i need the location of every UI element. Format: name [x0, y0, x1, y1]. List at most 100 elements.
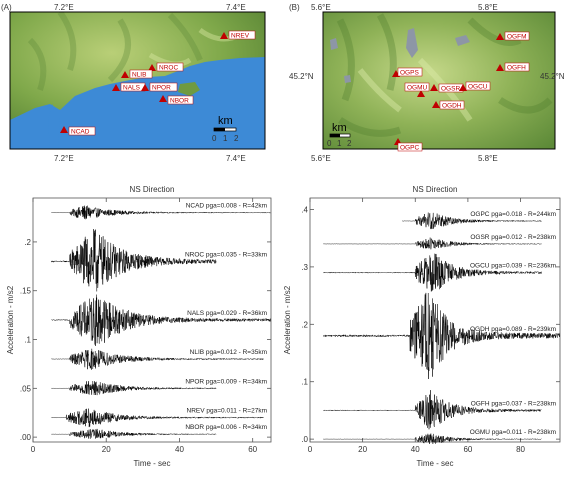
map-a-scale-bar: km 0 1 2: [212, 115, 239, 143]
scale-tick: 1: [337, 139, 342, 148]
chart-title: NS Direction: [130, 185, 175, 194]
x-tick-label: 20: [358, 445, 367, 454]
trace-ogdh: [323, 292, 561, 380]
map-a-bottom-left-coord: 7.2°E: [54, 154, 74, 163]
trace-nrev: [51, 408, 264, 428]
scale-tick: 1: [223, 134, 228, 143]
y-tick-label: .2: [301, 320, 308, 329]
map-a-panel-label: (A): [1, 3, 12, 12]
y-tick-label: .3: [301, 263, 308, 272]
map-a-frame: [9, 11, 266, 150]
map-b-bottom-left-coord: 5.6°E: [311, 154, 331, 163]
station-label: NROC: [159, 65, 178, 72]
trace-nals: [51, 294, 272, 346]
chart-title: NS Direction: [413, 185, 458, 194]
trace-ogcu: [322, 253, 542, 292]
scale-tick: 0: [212, 134, 217, 143]
trace-ogfh: [323, 390, 542, 430]
x-tick-label: 40: [411, 445, 420, 454]
station-marker: OGFM: [496, 31, 530, 41]
trace-nbor: [51, 428, 217, 439]
y-tick-label: .4: [301, 205, 308, 214]
station-label: OGDH: [442, 103, 462, 110]
station-marker: NROC: [148, 62, 184, 72]
map-b-bottom-right-coord: 5.8°E: [478, 154, 498, 163]
map-b-top-right-coord: 5.8°E: [478, 3, 498, 12]
trace-label: NCAD pga=0.008 - R=42km: [186, 203, 267, 210]
scale-tick: 2: [234, 134, 239, 143]
station-label: NREV: [231, 33, 250, 40]
trace-label: NPOR pga=0.009 - R=34km: [185, 378, 267, 385]
x-tick-label: 20: [102, 445, 111, 454]
station-label: NLIB: [132, 72, 146, 79]
scale-tick: 0: [327, 139, 332, 148]
station-marker: OGCU: [459, 81, 491, 91]
trace-ncad: [51, 205, 271, 220]
station-marker: OGFH: [496, 62, 530, 72]
map-b-left-lat-coord: 45.2°N: [289, 72, 314, 81]
map-b-top-left-coord: 5.6°E: [311, 3, 331, 12]
y-tick-label: .05: [20, 384, 32, 393]
station-marker: OGPC: [394, 138, 423, 152]
trace-npor: [51, 380, 217, 396]
x-tick-label: 80: [516, 445, 525, 454]
station-marker: NLIB: [121, 69, 153, 79]
station-label: OGCU: [468, 84, 488, 91]
map-b: (B) 5.6°E 5.8°E OGFM OGFH: [289, 3, 565, 163]
trace-ogmu: [323, 433, 542, 445]
map-b-right-lat-coord: 45.2°N: [540, 72, 565, 81]
x-axis-label: Time - sec: [133, 459, 170, 468]
station-marker: OGDH: [432, 100, 465, 110]
y-tick-label: .00: [20, 433, 32, 442]
map-b-urban-area: [330, 38, 338, 50]
x-tick-label: 60: [463, 445, 472, 454]
y-tick-label: .0: [301, 435, 308, 444]
map-a-top-left-coord: 7.2°E: [54, 3, 74, 12]
trace-nroc: [51, 229, 217, 292]
map-b-panel-label: (B): [289, 3, 300, 12]
trace-ogsr: [323, 237, 542, 250]
x-tick-label: 0: [31, 445, 36, 454]
station-marker: OGMU: [404, 82, 430, 97]
y-tick-label: .2: [24, 238, 31, 247]
y-tick-label: .1: [301, 378, 308, 387]
y-tick-label: .1: [24, 336, 31, 345]
station-marker: NCAD: [60, 126, 96, 136]
station-label: OGPS: [400, 70, 419, 77]
station-label: OGMU: [407, 85, 428, 92]
scale-tick: 2: [347, 139, 352, 148]
map-b-frame: [322, 11, 556, 150]
x-axis-label: Time - sec: [416, 459, 453, 468]
map-b-scale-bar: km 0 1 2: [327, 122, 352, 148]
trace-label: OGSR pga=0.012 - R=238km: [470, 234, 556, 241]
map-b-scale-unit: km: [332, 122, 347, 134]
map-a-scale-unit: km: [218, 115, 233, 127]
map-b-stations: OGFM OGFH OGPS OGSR OGCU: [392, 31, 530, 152]
trace-label: OGMU pga=0.011 - R=238km: [470, 429, 556, 436]
map-a-top-right-coord: 7.4°E: [226, 3, 246, 12]
station-label: NALS: [123, 85, 141, 92]
trace-label: NALS pga=0.029 - R=36km: [187, 310, 267, 317]
trace-nlib: [51, 348, 264, 370]
station-marker: NBOR: [159, 95, 194, 105]
station-label: OGFM: [507, 34, 527, 41]
station-label: NBOR: [170, 98, 189, 105]
trace-label: OGCU pga=0.039 - R=236km: [470, 263, 556, 270]
map-a-sea: [10, 57, 265, 149]
x-tick-label: 40: [175, 445, 184, 454]
map-b-urban-area: [455, 35, 470, 46]
x-tick-label: 0: [308, 445, 313, 454]
map-b-urban-area: [406, 28, 418, 58]
map-b-urban-area: [344, 75, 351, 83]
station-marker: OGPS: [392, 67, 423, 77]
trace-label: NLIB pga=0.012 - R=35km: [190, 349, 267, 356]
station-marker: NPOR: [141, 82, 178, 92]
trace-label: OGDH pga=0.089 - R=239km: [470, 326, 556, 333]
station-label: OGFH: [507, 65, 526, 72]
map-a: (A) 7.2°E 7.4°E NREV NROC: [1, 3, 266, 163]
trace-label: OGFH pga=0.037 - R=238km: [471, 400, 556, 407]
station-label: OGPC: [400, 145, 419, 152]
station-label: OGSR: [441, 86, 460, 93]
y-tick-label: .15: [20, 287, 32, 296]
